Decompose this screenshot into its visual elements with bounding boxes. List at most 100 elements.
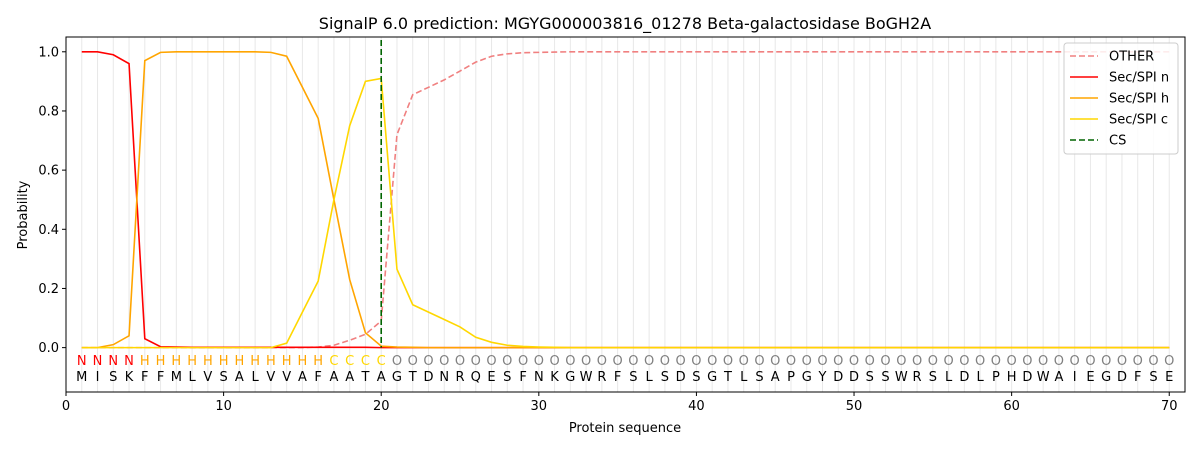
region-label: O	[1007, 354, 1017, 369]
region-label: N	[77, 354, 87, 369]
region-label: O	[991, 354, 1001, 369]
region-label: O	[1054, 354, 1064, 369]
region-label: O	[1148, 354, 1158, 369]
region-label: O	[928, 354, 938, 369]
residue-label: G	[392, 370, 402, 385]
residue-label: A	[298, 370, 307, 385]
residue-label: K	[125, 370, 134, 385]
residue-label: H	[1007, 370, 1017, 385]
residue-label: P	[992, 370, 1000, 385]
region-label: O	[896, 354, 906, 369]
region-label: O	[723, 354, 733, 369]
residue-label: S	[661, 370, 669, 385]
x-tick-label: 20	[373, 399, 390, 414]
residue-label: S	[503, 370, 511, 385]
residue-label: S	[629, 370, 637, 385]
y-axis-label: Probability	[16, 180, 31, 249]
y-tick-label: 0.4	[38, 223, 59, 238]
region-label: O	[880, 354, 890, 369]
region-label: O	[739, 354, 749, 369]
residue-label: S	[755, 370, 763, 385]
residue-label: I	[1073, 370, 1077, 385]
plot-frame	[65, 36, 1186, 393]
legend-label: OTHER	[1109, 50, 1154, 65]
region-label: H	[266, 354, 276, 369]
region-label: O	[1133, 354, 1143, 369]
residue-label: G	[1101, 370, 1111, 385]
y-axis: 0.0 0.2 0.4 0.6 0.8 1.0	[38, 45, 66, 356]
residue-label: G	[802, 370, 812, 385]
residue-label: F	[1134, 370, 1141, 385]
residue-label: A	[329, 370, 338, 385]
residue-label: P	[787, 370, 795, 385]
region-label: O	[597, 354, 607, 369]
y-tick-label: 0.8	[38, 104, 59, 119]
region-label: O	[1085, 354, 1095, 369]
region-label: O	[786, 354, 796, 369]
region-label: O	[549, 354, 559, 369]
region-label: O	[1038, 354, 1048, 369]
region-label: H	[156, 354, 166, 369]
residue-label: R	[913, 370, 922, 385]
residue-label: F	[614, 370, 621, 385]
x-tick-label: 70	[1161, 399, 1178, 414]
region-label: H	[298, 354, 308, 369]
residue-label: T	[408, 370, 417, 385]
residue-label: Q	[471, 370, 481, 385]
residue-label: D	[959, 370, 969, 385]
x-tick-label: 60	[1003, 399, 1020, 414]
region-label: O	[486, 354, 496, 369]
residue-label: A	[1054, 370, 1063, 385]
region-label: C	[361, 354, 370, 369]
region-label: O	[707, 354, 717, 369]
region-label: O	[802, 354, 812, 369]
region-label: O	[423, 354, 433, 369]
region-label: O	[1070, 354, 1080, 369]
region-label: O	[817, 354, 827, 369]
x-tick-label: 40	[688, 399, 705, 414]
residue-label: E	[1086, 370, 1094, 385]
residue-label: K	[550, 370, 559, 385]
residue-label: S	[1149, 370, 1157, 385]
residue-label: D	[833, 370, 843, 385]
residue-label: Y	[818, 370, 827, 385]
region-label: O	[1022, 354, 1032, 369]
residue-label: D	[849, 370, 859, 385]
region-label: H	[203, 354, 213, 369]
chart-title: SignalP 6.0 prediction: MGYG000003816_01…	[319, 14, 931, 34]
residue-label: R	[455, 370, 464, 385]
region-label: O	[628, 354, 638, 369]
region-label: O	[565, 354, 575, 369]
legend-box	[1063, 42, 1179, 155]
y-tick-label: 0.2	[38, 282, 59, 297]
region-label: O	[865, 354, 875, 369]
region-label: C	[345, 354, 354, 369]
residue-label: D	[1117, 370, 1127, 385]
region-label: O	[408, 354, 418, 369]
region-label: O	[754, 354, 764, 369]
region-label: O	[943, 354, 953, 369]
y-tick-label: 0.0	[38, 341, 59, 356]
region-label: O	[676, 354, 686, 369]
residue-label: V	[203, 370, 212, 385]
residue-label: D	[676, 370, 686, 385]
region-label: O	[439, 354, 449, 369]
x-axis: 0 10 20 30 40 50 60 70	[62, 392, 1178, 414]
residue-label: F	[314, 370, 321, 385]
region-label: H	[234, 354, 244, 369]
residue-label: I	[96, 370, 100, 385]
residue-label: D	[423, 370, 433, 385]
legend-label: Sec/SPI n	[1109, 71, 1169, 86]
residue-label: M	[171, 370, 182, 385]
region-label: O	[644, 354, 654, 369]
region-label: H	[140, 354, 150, 369]
region-label: H	[313, 354, 323, 369]
residue-label: T	[723, 370, 732, 385]
residue-label: F	[141, 370, 148, 385]
residue-label: E	[1165, 370, 1173, 385]
sequence-annotation: MNINSNKNFHFHMHLHVHSHAHLHVHVHAHFHACACTCAC…	[76, 354, 1174, 385]
region-label: O	[534, 354, 544, 369]
residue-label: E	[487, 370, 495, 385]
